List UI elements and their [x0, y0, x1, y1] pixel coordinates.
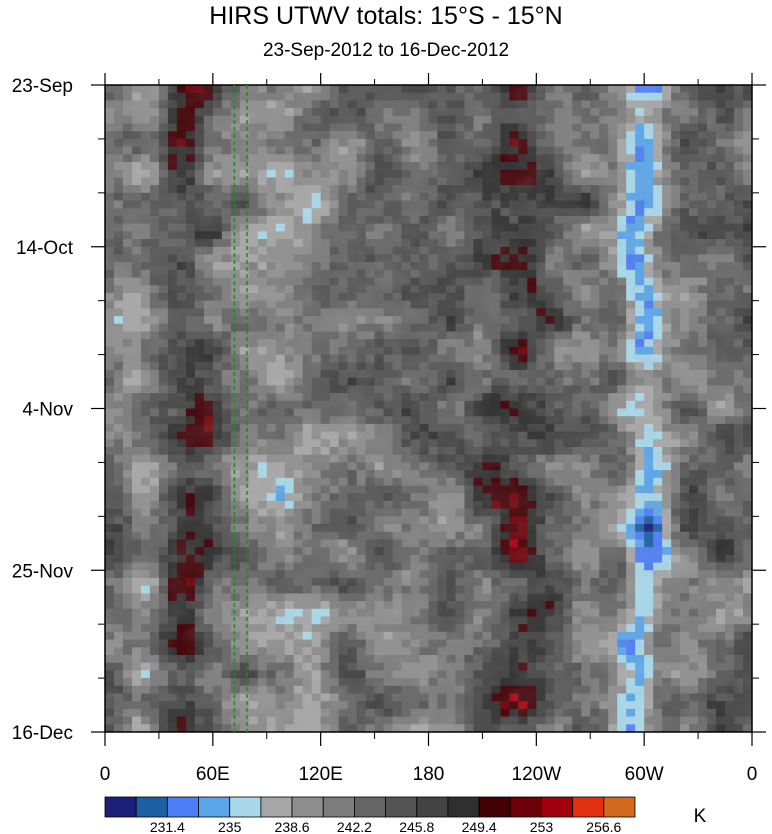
colorbar-tick-label: 238.6 — [275, 819, 310, 834]
colorbar-swatch — [104, 796, 137, 818]
chart-subtitle: 23-Sep-2012 to 16-Dec-2012 — [262, 40, 510, 61]
y-tick-label: 4-Nov — [22, 400, 73, 421]
colorbar-tick-label: 253 — [530, 819, 554, 834]
colorbar-swatch — [322, 796, 355, 818]
y-tick-label: 16-Dec — [12, 723, 73, 744]
y-tick-label: 23-Sep — [12, 76, 73, 97]
colorbar-tick-label: 242.2 — [337, 819, 372, 834]
colorbar-tick-label: 256.6 — [586, 819, 621, 834]
colorbar-swatch — [478, 796, 511, 818]
colorbar-tick-label: 231.4 — [150, 819, 185, 834]
colorbar-swatch — [541, 796, 574, 818]
colorbar-swatch — [198, 796, 231, 818]
colorbar-swatch — [447, 796, 480, 818]
colorbar-swatch — [509, 796, 542, 818]
x-tick-label: 0 — [100, 764, 111, 785]
colorbar-swatch — [229, 796, 262, 818]
colorbar-unit-label: K — [694, 806, 707, 827]
x-tick-label: 120E — [298, 764, 342, 785]
reference-lines — [233, 85, 248, 732]
colorbar-swatch — [416, 796, 449, 818]
y-axis: 23-Sep 14-Oct 4-Nov 25-Nov 16-Dec — [12, 76, 766, 744]
chart-title: HIRS UTWV totals: 15°S - 15°N — [209, 2, 563, 30]
colorbar-swatch — [385, 796, 418, 818]
colorbar: 231.4 235 238.6 242.2 245.8 249.4 253 256.6 — [104, 796, 636, 834]
x-tick-label: 180 — [413, 764, 445, 785]
colorbar-swatch — [260, 796, 293, 818]
colorbar-swatch — [572, 796, 605, 818]
plot-area — [105, 85, 752, 732]
colorbar-swatch — [291, 796, 324, 818]
x-tick-label: 120W — [512, 764, 562, 785]
colorbar-swatch — [603, 796, 636, 818]
colorbar-swatch — [166, 796, 199, 818]
colorbar-swatch — [135, 796, 168, 818]
colorbar-tick-label: 235 — [218, 819, 242, 834]
colorbar-swatch — [354, 796, 386, 818]
x-tick-label: 60E — [196, 764, 230, 785]
y-tick-label: 25-Nov — [12, 561, 74, 582]
x-tick-label: 0 — [747, 764, 758, 785]
y-tick-label: 14-Oct — [16, 238, 74, 259]
x-axis: 0 60E 120E 180 120W 60W 0 — [100, 73, 758, 785]
colorbar-tick-label: 249.4 — [462, 819, 497, 834]
x-tick-label: 60W — [625, 764, 664, 785]
colorbar-tick-label: 245.8 — [399, 819, 434, 834]
